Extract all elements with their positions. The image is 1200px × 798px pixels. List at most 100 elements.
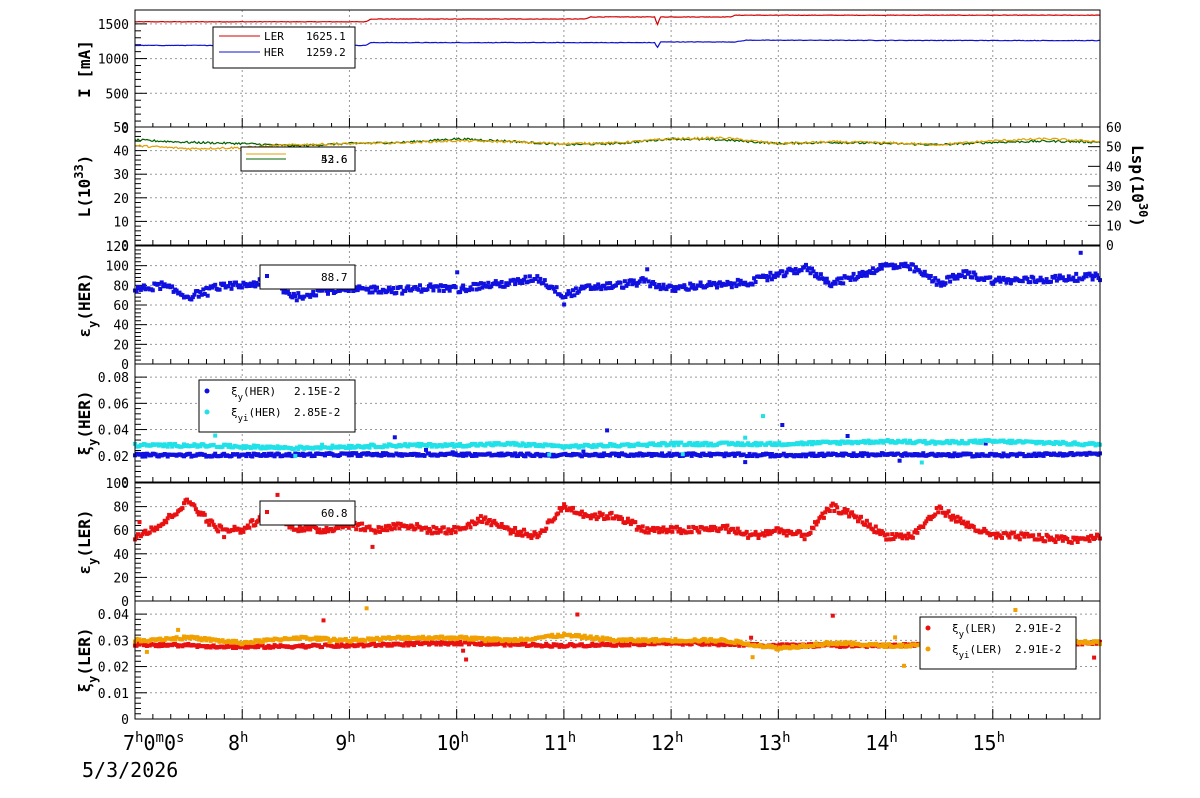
x-tick-label: 15h <box>973 730 1006 755</box>
series-ler <box>134 14 1100 26</box>
data-point <box>698 453 703 458</box>
data-point <box>673 637 678 642</box>
data-point <box>523 454 528 459</box>
data-point <box>450 527 455 532</box>
data-point <box>962 521 967 526</box>
data-point <box>375 529 379 534</box>
data-point <box>946 452 951 456</box>
data-point <box>190 295 195 300</box>
data-point <box>538 530 543 535</box>
data-point <box>942 510 947 515</box>
data-point <box>379 525 384 530</box>
data-point <box>625 516 630 521</box>
data-point <box>832 509 837 513</box>
data-point <box>533 277 538 281</box>
series-line <box>134 136 1101 151</box>
y-tick-label: 0.02 <box>98 661 129 676</box>
data-point <box>660 451 664 456</box>
y-tick-label: 100 <box>106 477 129 492</box>
y-tick-label: 40 <box>113 145 129 160</box>
data-point <box>431 288 436 293</box>
data-point <box>639 528 644 533</box>
data-point <box>385 289 390 294</box>
data-point <box>946 274 951 279</box>
data-point <box>766 529 771 534</box>
data-point <box>753 530 758 535</box>
data-point <box>213 451 218 456</box>
data-point <box>743 435 748 440</box>
data-point <box>625 442 630 447</box>
data-point <box>964 269 969 274</box>
data-point <box>801 532 806 537</box>
data-point <box>403 289 408 293</box>
data-point <box>780 269 785 274</box>
data-point <box>937 280 942 285</box>
data-point <box>792 271 797 276</box>
data-point <box>878 263 883 267</box>
data-point <box>404 524 409 528</box>
data-point <box>697 530 702 535</box>
data-point <box>775 647 780 652</box>
data-point <box>573 643 578 648</box>
data-point <box>606 516 611 521</box>
data-point <box>248 281 253 286</box>
legend: ξy(LER) 2.91E-2 ξyi(LER) 2.91E-2 <box>919 616 1077 670</box>
data-point <box>306 525 311 529</box>
legend-box <box>919 616 1077 670</box>
data-point <box>674 440 679 445</box>
data-point <box>579 454 584 459</box>
data-point <box>140 285 145 290</box>
data-point <box>1025 276 1030 281</box>
data-point <box>213 282 218 287</box>
data-point <box>676 286 681 291</box>
data-point <box>527 274 532 279</box>
y-tick-label: 500 <box>106 87 129 102</box>
data-point <box>625 282 630 287</box>
data-point <box>1066 274 1071 279</box>
data-point <box>982 278 987 282</box>
data-point <box>899 644 904 649</box>
data-point <box>271 645 276 650</box>
data-point <box>291 446 296 451</box>
data-point <box>302 528 307 533</box>
data-point <box>499 280 504 284</box>
data-point <box>593 512 598 517</box>
data-point <box>922 269 927 274</box>
legend-label: ξyi(HER) <box>231 406 282 424</box>
data-point <box>253 284 258 289</box>
legend-label: ξyi(LER) <box>952 643 1003 661</box>
data-point <box>475 282 480 287</box>
data-point <box>511 530 516 534</box>
data-point <box>560 634 565 639</box>
data-point <box>522 527 526 532</box>
data-point <box>498 284 503 289</box>
data-point <box>903 261 908 266</box>
data-point <box>928 517 933 522</box>
data-point <box>416 441 421 446</box>
data-point <box>379 453 384 458</box>
data-point <box>971 524 976 529</box>
y-tick-label: 80 <box>113 279 129 294</box>
data-point <box>346 289 351 293</box>
data-point <box>293 294 298 299</box>
data-point <box>211 522 216 527</box>
legend-box <box>259 264 356 290</box>
data-point <box>165 444 170 449</box>
data-point <box>251 443 256 448</box>
data-point <box>876 267 881 272</box>
data-point <box>605 514 610 519</box>
data-point <box>137 520 142 525</box>
data-point <box>1007 438 1012 443</box>
data-point <box>1090 277 1095 282</box>
data-point <box>477 286 482 291</box>
data-point <box>597 510 602 515</box>
data-point <box>913 265 918 270</box>
data-point <box>1007 277 1012 282</box>
data-point <box>810 266 814 271</box>
data-point <box>321 528 326 533</box>
data-point <box>180 293 185 298</box>
data-point <box>375 285 379 290</box>
data-point <box>578 286 583 291</box>
data-point <box>979 440 984 445</box>
